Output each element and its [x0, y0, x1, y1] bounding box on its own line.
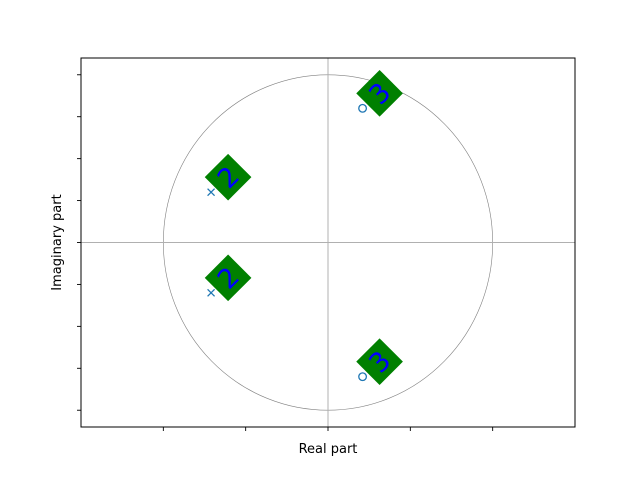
pole-marker-stroke [207, 288, 216, 297]
x-axis-label: Real part [299, 442, 358, 457]
y-axis-label: Imaginary part [50, 194, 65, 290]
pole-marker [207, 288, 216, 297]
pole-marker [207, 188, 216, 197]
zero-marker [358, 372, 368, 382]
pole-marker-stroke [207, 188, 216, 197]
zero-marker [358, 103, 368, 113]
